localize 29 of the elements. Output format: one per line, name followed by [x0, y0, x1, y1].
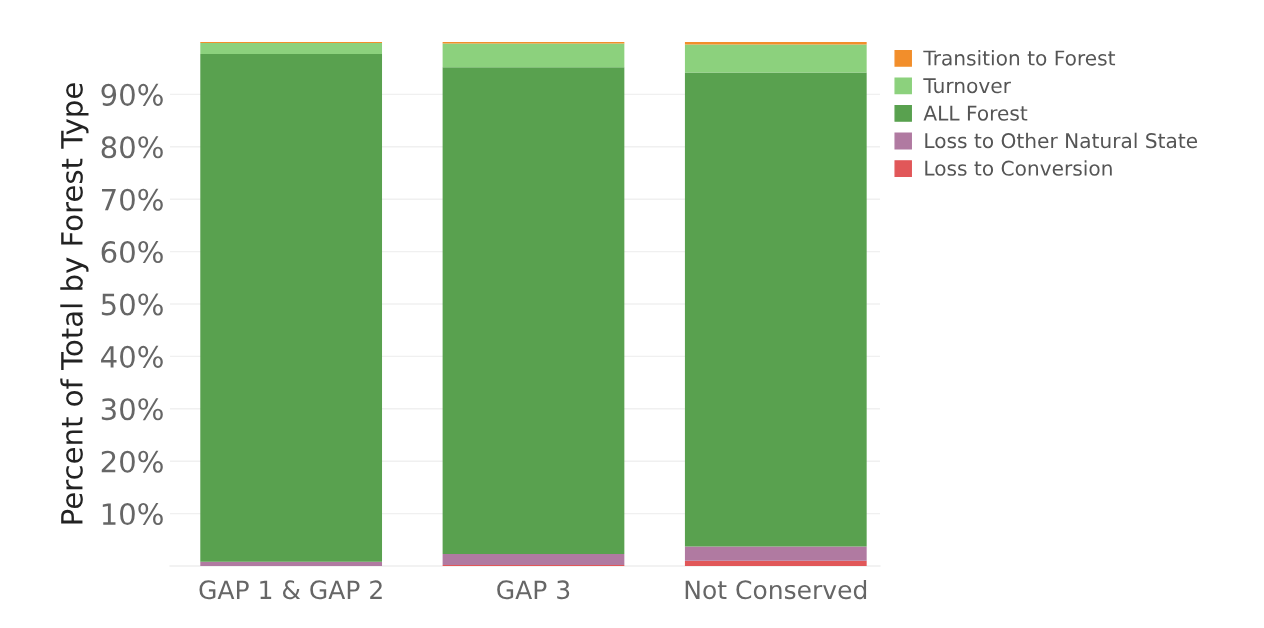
y-tick-label: 80% — [101, 136, 163, 159]
y-tick-label: 40% — [101, 345, 163, 368]
legend-label: Transition to Forest — [923, 50, 1116, 66]
y-tick-label: 50% — [101, 293, 163, 316]
legend-label: Turnover — [923, 78, 1011, 94]
bar — [684, 546, 867, 561]
y-axis-title: Percent of Total by Forest Type — [60, 83, 89, 524]
bar — [684, 72, 867, 547]
legend-label: Loss to Conversion — [925, 160, 1112, 176]
y-tick-label: 30% — [101, 398, 163, 421]
bar — [442, 67, 625, 554]
bar — [684, 560, 867, 566]
y-tick-label: 70% — [102, 188, 163, 211]
bar — [200, 43, 383, 55]
x-tick-label: GAP 1 & GAP 2 — [199, 580, 382, 600]
y-tick-label: 20% — [101, 450, 163, 473]
x-tick-label: Not Conserved — [685, 579, 867, 600]
bar — [200, 54, 383, 562]
bar — [200, 561, 383, 566]
y-tick-label: 60% — [101, 241, 163, 264]
bar — [684, 44, 867, 73]
legend-label: Loss to Other Natural State — [925, 132, 1198, 149]
y-tick-label: 10% — [102, 503, 163, 526]
bar — [442, 43, 625, 68]
bar — [442, 553, 625, 565]
legend-label: ALL Forest — [923, 105, 1028, 121]
bar — [684, 42, 867, 45]
y-tick-label: 90% — [101, 83, 163, 106]
x-tick-label: GAP 3 — [497, 580, 570, 600]
